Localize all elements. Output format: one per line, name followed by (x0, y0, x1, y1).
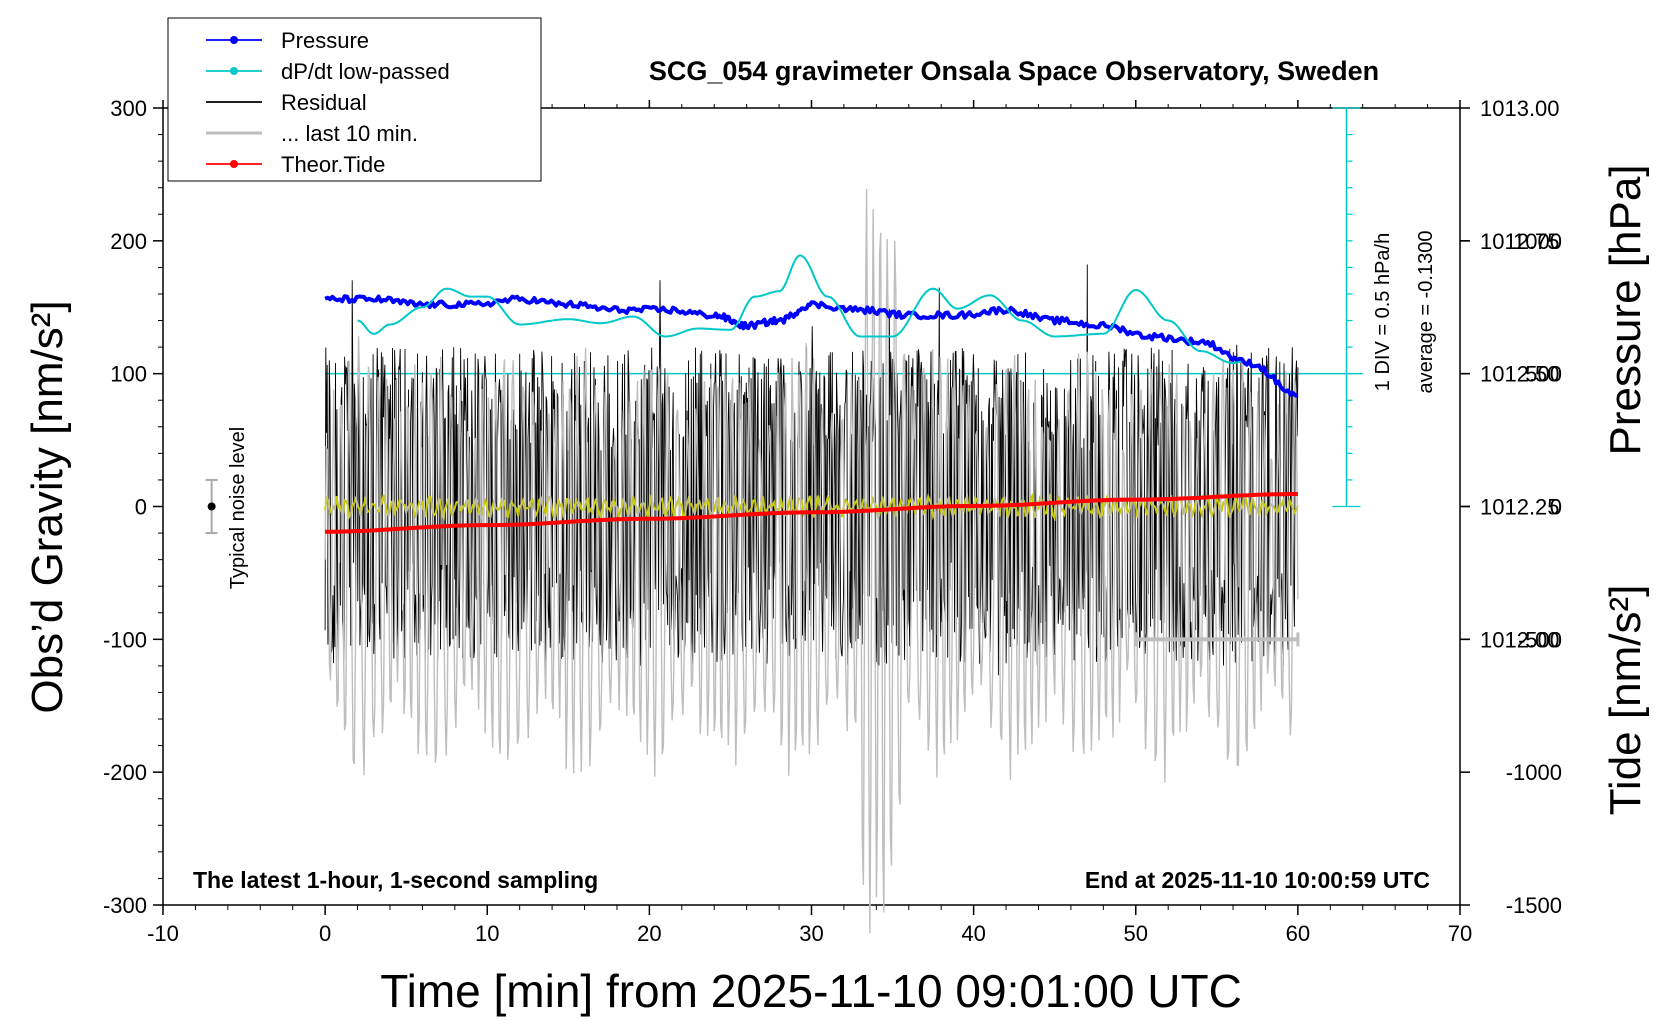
tide-tick-label: -1000 (1506, 760, 1562, 785)
series-theor-tide (325, 492, 1298, 534)
gravity-tick-label: 0 (135, 495, 147, 520)
x-tick-label: 60 (1286, 921, 1310, 946)
annotation-end-time: End at 2025-11-10 10:00:59 UTC (1085, 867, 1430, 893)
legend-label: Residual (281, 90, 367, 115)
legend-label: Theor.Tide (281, 152, 385, 177)
x-tick-label: 0 (319, 921, 331, 946)
legend: Pressure dP/dt low-passed Residual ... last… (167, 17, 542, 182)
x-tick-label: 50 (1124, 921, 1148, 946)
legend-items: Pressure dP/dt low-passed Residual ... last… (206, 28, 450, 177)
x-tick-label: 20 (637, 921, 661, 946)
x-tick-label: 10 (475, 921, 499, 946)
y-axis-title-tide: Tide [nm/s²] (1601, 585, 1650, 816)
tide-tick-label: -500 (1518, 627, 1562, 652)
legend-label: dP/dt low-passed (281, 59, 450, 84)
x-tick-label: 70 (1448, 921, 1472, 946)
noise-level-dot (207, 502, 216, 511)
pressure-tick-label: 1012.25 (1480, 495, 1560, 520)
x-axis-title: Time [min] from 2025-11-10 09:01:00 UTC (380, 965, 1242, 1017)
legend-box (167, 17, 542, 182)
legend-label: Pressure (281, 28, 369, 53)
gravity-tick-label: 300 (110, 96, 147, 121)
gravity-tick-label: 200 (110, 229, 147, 254)
series-layer (205, 107, 1363, 934)
legend-marker (230, 36, 238, 44)
axis-ticks: -10 0 10 20 30 40 50 60 703002001000-100-200-300… (103, 96, 1562, 946)
x-tick-label: 30 (799, 921, 823, 946)
chart-title: SCG_054 gravimeter Onsala Space Observat… (649, 56, 1379, 86)
tide-tick-label: 0 (1550, 495, 1562, 520)
x-tick-label: -10 (147, 921, 179, 946)
annotation-sampling: The latest 1-hour, 1-second sampling (193, 867, 598, 893)
pressure-tick-label: 1012.75 (1480, 229, 1560, 254)
pressure-tick-label: 1012.00 (1480, 627, 1560, 652)
tide-tick-label: 500 (1525, 362, 1562, 387)
gravity-tick-label: -300 (103, 893, 147, 918)
x-tick-label: 40 (961, 921, 985, 946)
annotation-dpdt-average: average = -0.1300 (1415, 231, 1437, 394)
gravity-tick-label: -200 (103, 760, 147, 785)
series-dp-dt-low-passed (357, 254, 1242, 364)
tide-tick-label: 1000 (1513, 229, 1562, 254)
gravity-tick-label: -100 (103, 627, 147, 652)
last10-line (324, 188, 1299, 934)
annotation-noise: Typical noise level (227, 427, 249, 589)
y-axis-title-gravity: Obs’d Gravity [nm/s²] (23, 300, 72, 713)
pressure-tick-label: 1013.00 (1480, 96, 1560, 121)
legend-label: ... last 10 min. (281, 121, 418, 146)
y-axis-title-pressure: Pressure [hPa] (1601, 164, 1650, 455)
gravity-tick-label: 100 (110, 362, 147, 387)
legend-marker (230, 160, 238, 168)
annotation-dpdt-scale: 1 DIV = 0.5 hPa/h (1372, 233, 1394, 391)
pressure-tick-label: 1012.50 (1480, 362, 1560, 387)
tide-tick-label: -1500 (1506, 893, 1562, 918)
legend-marker (230, 67, 238, 75)
